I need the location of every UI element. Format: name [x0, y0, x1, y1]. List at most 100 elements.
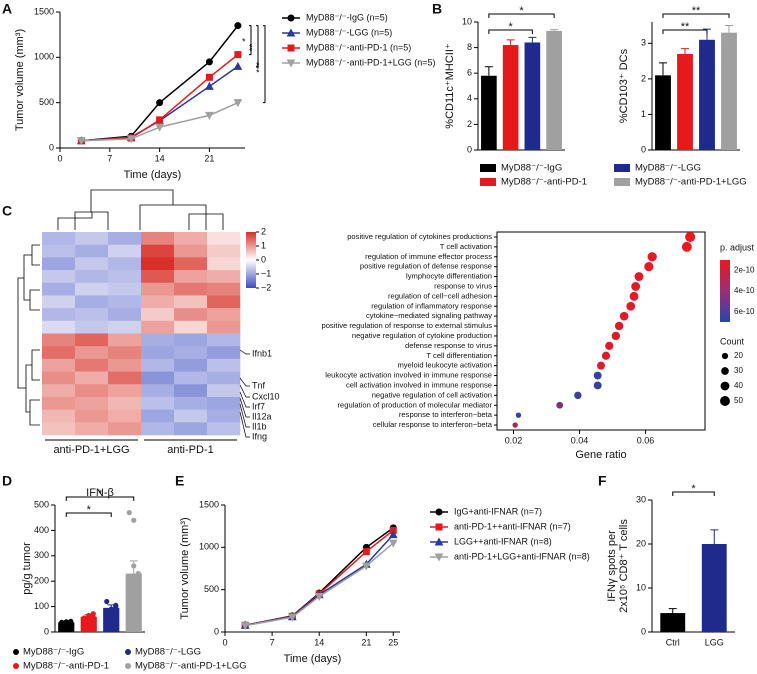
significance-label: **: [247, 44, 257, 52]
colorbar-label: 0: [261, 254, 266, 264]
marker: [205, 81, 214, 90]
colorbar-label: 1: [261, 240, 266, 250]
heatmap-cell: [75, 371, 109, 385]
dot: [631, 282, 641, 291]
y-tick-label: 10: [636, 582, 646, 592]
y-tick-label: 10: [462, 16, 472, 26]
heatmap-cell: [42, 384, 76, 398]
marker: [233, 61, 243, 70]
heatmap-cell: [108, 422, 142, 436]
marker: [205, 58, 213, 66]
significance-bracket: [662, 13, 730, 18]
heatmap-cell: [174, 358, 208, 372]
legend-label: MyD88⁻/⁻-anti-PD-1 (n=5): [306, 42, 411, 52]
data-point: [131, 517, 137, 523]
data-point: [68, 620, 74, 626]
heatmap-cell: [75, 295, 109, 309]
y-axis-label: pg/g tumor: [21, 542, 33, 595]
gene-pointer: [239, 349, 250, 355]
data-point: [131, 563, 137, 569]
heatmap-cell: [141, 371, 175, 385]
data-point: [135, 570, 141, 577]
x-tick-label: LGG: [705, 637, 724, 647]
error-bar: [506, 39, 515, 46]
error-bar: [659, 62, 667, 76]
y-tick-label: 2: [467, 119, 472, 129]
heatmap-cell: [174, 282, 208, 296]
y-axis-label: 2x10⁵ CD8⁺ T cells: [618, 519, 630, 613]
colorbar-label: −2: [261, 282, 271, 292]
heatmap-cell: [42, 320, 76, 334]
y-tick-label: 1000: [199, 542, 219, 552]
legend-label: MyD88⁻/⁻-anti-PD-1+LGG: [135, 661, 247, 672]
heatmap-cell: [141, 396, 175, 410]
data-point: [126, 510, 132, 516]
size-legend-dot: [721, 367, 729, 375]
heatmap-cell: [207, 371, 241, 385]
heatmap-cell: [174, 409, 208, 423]
dot: [647, 252, 657, 262]
heatmap-cell: [108, 409, 142, 423]
legend-label: IgG+anti-IFNAR (n=7): [454, 506, 542, 516]
panel-label: F: [598, 473, 607, 489]
y-tick-label: 500: [34, 499, 49, 509]
heatmap-cell: [75, 282, 109, 296]
significance-label: *: [691, 483, 696, 495]
term-label: lymphocyte differentiation: [406, 272, 492, 281]
error-bar: [725, 25, 733, 33]
heatmap-cell: [207, 244, 241, 258]
panel-label: B: [432, 1, 442, 17]
heatmap-cell: [207, 358, 241, 372]
y-tick-label: 1000: [34, 52, 54, 62]
bar: [58, 622, 75, 632]
dot: [614, 321, 624, 331]
heatmap-cell: [108, 244, 142, 258]
plot-frame: [496, 231, 706, 431]
term-label: cellular response to interferon−beta: [373, 420, 493, 429]
heatmap-cell: [174, 232, 208, 245]
data-point: [135, 576, 141, 582]
gene-pointer: [239, 384, 250, 398]
x-axis-label: Gene ratio: [575, 449, 626, 461]
bar: [481, 75, 497, 150]
dot: [512, 422, 518, 428]
column-dendrogram: [57, 189, 224, 230]
heatmap-cell: [75, 333, 109, 347]
panel-label: E: [175, 473, 184, 489]
x-tick-label: 0: [57, 153, 62, 163]
significance-label: *: [519, 5, 524, 17]
heatmap-cell: [207, 422, 241, 436]
significance-bracket: [65, 512, 112, 517]
term-label: regulation of production of molecular me…: [338, 400, 493, 409]
x-tick-label: 21: [361, 637, 371, 647]
heatmap-cell: [42, 396, 76, 410]
x-tick-label: 0.02: [505, 435, 523, 445]
colorbar-label: 4e-10: [734, 286, 755, 295]
dot: [596, 361, 606, 370]
y-axis-label: IFNγ spots per: [606, 530, 618, 602]
heatmap-cell: [174, 270, 208, 284]
y-tick-label: 6: [467, 68, 472, 78]
x-tick-label: 14: [155, 153, 165, 163]
legend-swatch: [480, 164, 496, 172]
colorbar-label: 6e-10: [734, 307, 755, 316]
gene-label: Il1b: [252, 421, 267, 431]
term-label: negative regulation of cell activation: [372, 390, 492, 399]
marker: [156, 99, 164, 107]
legend-swatch: [13, 663, 19, 669]
bar: [524, 42, 541, 151]
x-tick-label: 7: [270, 637, 275, 647]
term-label: positive regulation of defense response: [360, 262, 492, 271]
legend-label: MyD88⁻/⁻-LGG: [635, 163, 701, 174]
heatmap-cell: [42, 333, 76, 347]
bar: [699, 39, 715, 150]
legend-label: LGG++anti-IFNAR (n=8): [454, 536, 552, 546]
significance-bracket: [662, 29, 708, 34]
heatmap-cell: [174, 371, 208, 385]
data-point: [59, 620, 65, 626]
heatmap-cell: [75, 232, 109, 245]
dot: [515, 412, 522, 418]
size-legend-label: 20: [734, 351, 743, 360]
error-bar: [484, 66, 493, 76]
heatmap-cell: [108, 295, 142, 309]
